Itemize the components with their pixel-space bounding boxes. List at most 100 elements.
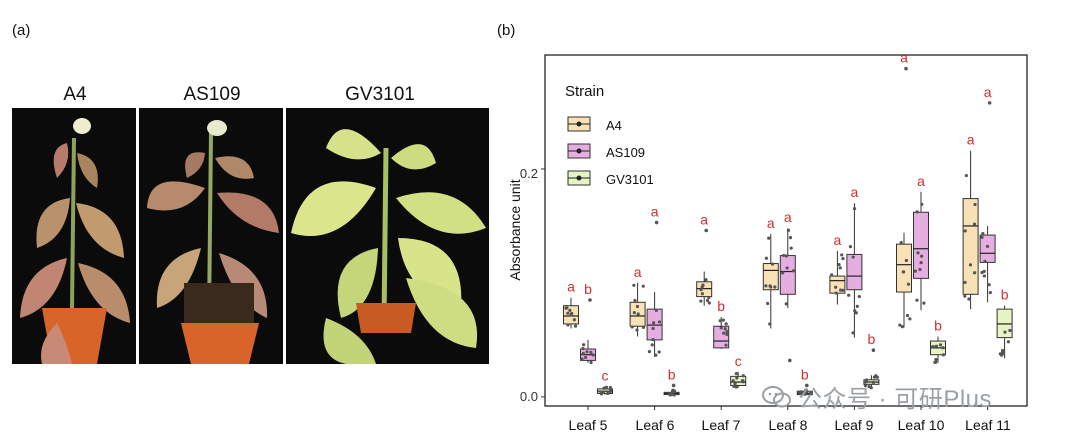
point-gv3101-leaf6-7 — [672, 389, 677, 393]
point-gv3101-leaf7-4 — [740, 378, 745, 383]
point-as109-leaf8-8 — [782, 253, 786, 258]
point-a4-leaf10-3 — [906, 282, 911, 286]
box-as109-leaf11 — [979, 234, 996, 263]
point-gv3101-leaf7-5 — [731, 379, 735, 383]
point-as109-leaf5-3 — [581, 346, 585, 351]
outlier-gv3101-leaf6-0 — [671, 383, 676, 388]
point-as109-leaf10-7 — [922, 301, 926, 305]
point-a4-leaf6-0 — [635, 304, 640, 309]
point-a4-leaf6-8 — [632, 311, 636, 315]
point-gv3101-leaf10-8 — [934, 357, 938, 362]
point-gv3101-leaf11-8 — [1006, 340, 1011, 344]
y-tick-label-1: 0.2 — [520, 166, 538, 181]
point-a4-leaf8-6 — [768, 284, 772, 288]
point-as109-leaf5-0 — [583, 355, 588, 360]
sig-letter-gv3101-leaf7: c — [735, 353, 742, 369]
point-gv3101-leaf10-3 — [934, 344, 939, 348]
point-a4-leaf8-2 — [770, 262, 775, 266]
sig-letter-a4-leaf8: a — [767, 215, 775, 231]
wechat-icon — [762, 385, 791, 407]
point-gv3101-leaf5-4 — [606, 391, 610, 396]
outlier-as109-leaf11-0 — [987, 101, 992, 105]
point-as109-leaf10-2 — [920, 202, 924, 206]
point-a4-leaf11-6 — [963, 229, 967, 233]
point-a4-leaf7-1 — [705, 298, 710, 303]
point-a4-leaf11-4 — [972, 222, 977, 226]
point-a4-leaf11-7 — [968, 263, 973, 267]
point-a4-leaf6-5 — [636, 312, 640, 316]
point-a4-leaf5-3 — [573, 324, 578, 328]
point-a4-leaf5-7 — [566, 311, 570, 315]
legend-key-as109 — [567, 143, 591, 159]
sig-letter-a4-leaf7: a — [700, 212, 708, 228]
point-as109-leaf9-3 — [852, 206, 857, 211]
point-as109-leaf5-8 — [591, 353, 595, 357]
point-as109-leaf7-6 — [724, 322, 728, 326]
point-a4-leaf7-5 — [699, 288, 703, 292]
point-gv3101-leaf6-6 — [668, 393, 672, 397]
point-as109-leaf7-3 — [725, 332, 729, 336]
point-a4-leaf8-0 — [764, 284, 768, 288]
point-gv3101-leaf9-8 — [872, 375, 877, 379]
point-a4-leaf10-8 — [904, 258, 908, 263]
point-gv3101-leaf9-7 — [875, 375, 879, 379]
point-as109-leaf11-2 — [980, 270, 984, 275]
sig-letter-gv3101-leaf8: b — [801, 366, 809, 382]
point-a4-leaf9-3 — [837, 262, 841, 267]
x-tick-label-leaf7: Leaf 7 — [702, 417, 741, 433]
point-gv3101-leaf10-0 — [941, 346, 945, 350]
point-gv3101-leaf10-6 — [938, 343, 943, 347]
point-gv3101-leaf7-7 — [733, 382, 737, 386]
point-as109-leaf5-5 — [585, 350, 589, 354]
point-a4-leaf9-5 — [834, 285, 838, 289]
point-a4-leaf6-6 — [633, 298, 637, 303]
point-as109-leaf9-2 — [847, 293, 851, 297]
point-as109-leaf6-5 — [654, 353, 658, 357]
box-gv3101-leaf7 — [730, 375, 747, 386]
point-as109-leaf5-2 — [580, 357, 584, 361]
point-as109-leaf10-5 — [919, 261, 923, 265]
point-as109-leaf6-3 — [647, 350, 652, 354]
legend-label-as109: AS109 — [606, 145, 645, 160]
point-as109-leaf11-8 — [987, 283, 991, 287]
point-as109-leaf10-3 — [915, 298, 919, 302]
box-a4-leaf10 — [896, 243, 912, 293]
box-as109-leaf10 — [913, 211, 929, 279]
point-a4-leaf8-5 — [773, 285, 777, 289]
point-as109-leaf11-6 — [982, 274, 986, 278]
point-a4-leaf9-8 — [841, 288, 845, 292]
box-as109-leaf9 — [846, 253, 863, 291]
point-gv3101-leaf8-0 — [808, 391, 813, 395]
point-as109-leaf8-1 — [786, 228, 791, 232]
photo-gv3101 — [286, 108, 489, 364]
sig-letter-as109-leaf5: b — [584, 281, 592, 297]
panel-b-label: (b) — [497, 22, 516, 39]
legend-key-gv3101 — [567, 170, 591, 186]
point-as109-leaf6-1 — [651, 337, 655, 342]
sig-letter-as109-leaf10: a — [917, 173, 925, 189]
point-a4-leaf6-2 — [641, 284, 645, 288]
sig-letter-gv3101-leaf9: b — [868, 331, 876, 347]
point-a4-leaf7-3 — [707, 301, 711, 305]
sig-letter-a4-leaf5: a — [567, 279, 575, 295]
point-as109-leaf6-4 — [650, 343, 654, 347]
outlier-as109-leaf5-0 — [588, 298, 592, 302]
point-as109-leaf9-7 — [857, 294, 861, 299]
point-as109-leaf9-0 — [848, 244, 853, 249]
point-as109-leaf11-7 — [985, 244, 990, 248]
point-a4-leaf7-4 — [707, 295, 711, 300]
point-a4-leaf11-0 — [973, 202, 977, 207]
point-as109-leaf7-5 — [722, 331, 726, 335]
point-gv3101-leaf10-5 — [932, 345, 936, 349]
point-a4-leaf5-1 — [566, 323, 570, 327]
legend-label-a4: A4 — [606, 118, 622, 133]
box-a4-leaf11 — [962, 198, 979, 295]
point-as109-leaf7-2 — [721, 318, 725, 322]
point-as109-leaf5-1 — [582, 343, 586, 347]
sig-letter-a4-leaf9: a — [834, 232, 842, 248]
point-a4-leaf9-4 — [830, 273, 834, 277]
point-gv3101-leaf11-4 — [998, 352, 1002, 356]
point-a4-leaf9-7 — [838, 266, 842, 270]
plot-frame — [544, 54, 1028, 407]
